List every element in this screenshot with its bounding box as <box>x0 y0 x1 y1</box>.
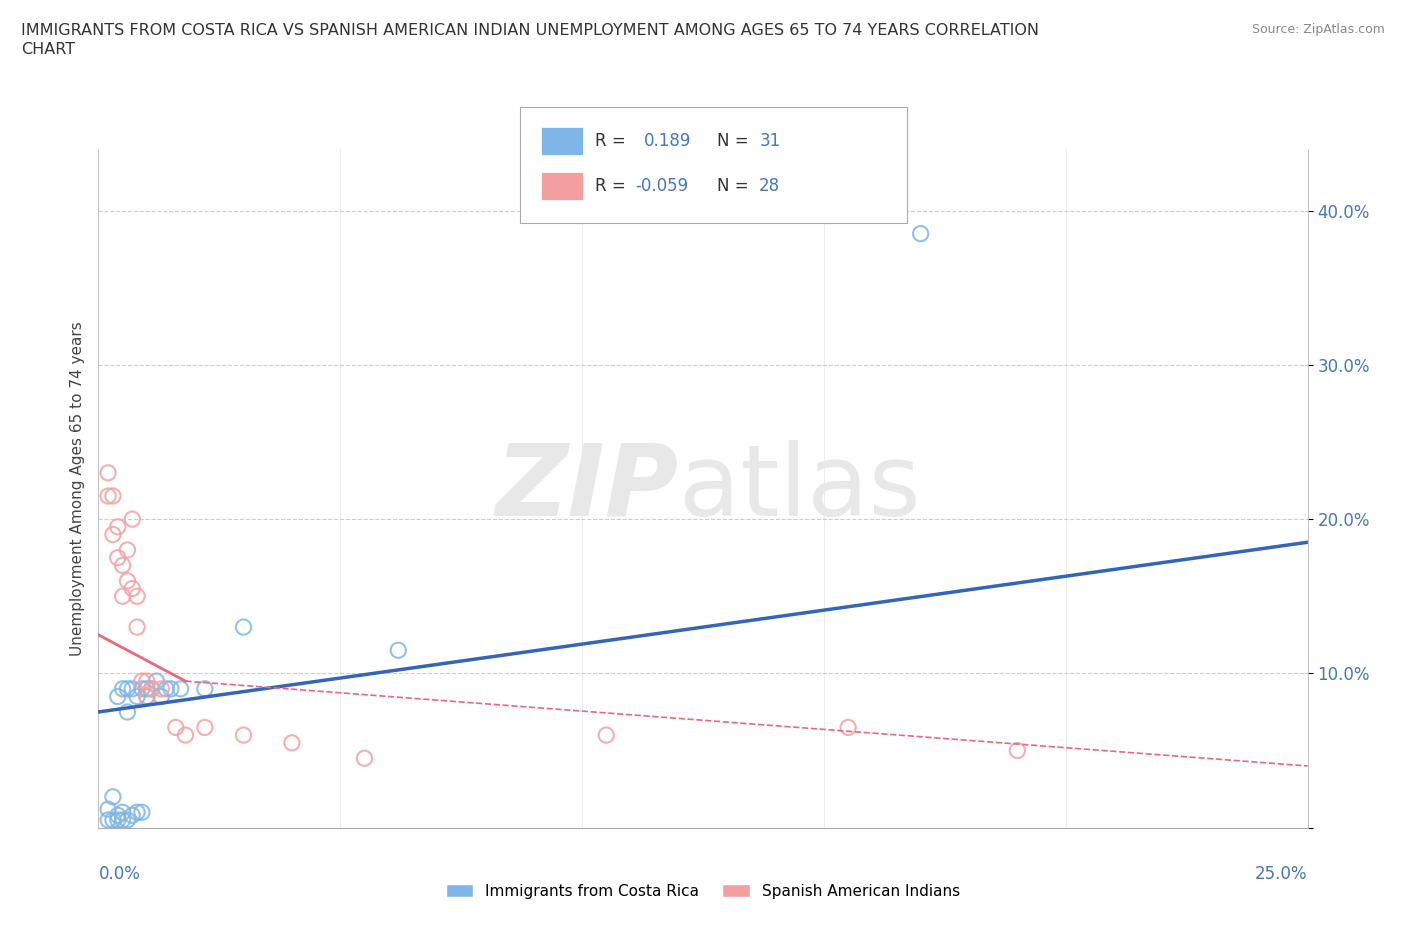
Point <box>97 813 120 828</box>
Text: ZIP: ZIP <box>496 440 679 537</box>
Point <box>117 705 139 720</box>
Point <box>127 589 149 604</box>
Point <box>155 682 177 697</box>
Point <box>111 682 134 697</box>
Point <box>101 488 124 503</box>
Point <box>107 689 129 704</box>
Text: CHART: CHART <box>21 42 75 57</box>
Point <box>127 689 149 704</box>
Point <box>111 589 134 604</box>
Point <box>131 682 153 697</box>
Point <box>910 226 932 241</box>
Text: IMMIGRANTS FROM COSTA RICA VS SPANISH AMERICAN INDIAN UNEMPLOYMENT AMONG AGES 65: IMMIGRANTS FROM COSTA RICA VS SPANISH AM… <box>21 23 1039 38</box>
Point <box>150 689 173 704</box>
Text: 25.0%: 25.0% <box>1256 865 1308 884</box>
Point <box>127 619 149 634</box>
Point <box>145 673 167 688</box>
Point <box>174 727 197 742</box>
Point <box>837 720 859 735</box>
Point <box>121 512 143 526</box>
Point <box>595 727 617 742</box>
Point <box>232 619 254 634</box>
Text: 31: 31 <box>759 132 780 151</box>
Point <box>150 682 173 697</box>
Point <box>135 689 157 704</box>
Point <box>169 682 191 697</box>
Text: N =: N = <box>717 132 748 151</box>
Text: 0.0%: 0.0% <box>98 865 141 884</box>
Point <box>101 527 124 542</box>
Point <box>135 673 157 688</box>
Point <box>131 673 153 688</box>
Point <box>117 542 139 557</box>
Point <box>117 682 139 697</box>
Point <box>1007 743 1029 758</box>
Text: R =: R = <box>595 177 626 195</box>
Point <box>165 720 187 735</box>
Legend: Immigrants from Costa Rica, Spanish American Indians: Immigrants from Costa Rica, Spanish Amer… <box>440 878 966 905</box>
Point <box>107 813 129 828</box>
Point <box>121 808 143 823</box>
Point <box>111 813 134 828</box>
Point <box>281 736 304 751</box>
Point <box>194 682 217 697</box>
Point <box>141 682 163 697</box>
Point <box>232 727 254 742</box>
Text: N =: N = <box>717 177 748 195</box>
Point <box>101 790 124 804</box>
Point <box>121 682 143 697</box>
Point <box>107 551 129 565</box>
Point <box>160 682 183 697</box>
Point <box>117 813 139 828</box>
Point <box>111 558 134 573</box>
Point <box>111 804 134 819</box>
Point <box>194 720 217 735</box>
Text: atlas: atlas <box>679 440 921 537</box>
Point <box>97 802 120 817</box>
Point <box>107 808 129 823</box>
Point <box>101 813 124 828</box>
Y-axis label: Unemployment Among Ages 65 to 74 years: Unemployment Among Ages 65 to 74 years <box>69 321 84 656</box>
Point <box>97 488 120 503</box>
Text: 28: 28 <box>759 177 780 195</box>
Text: -0.059: -0.059 <box>636 177 689 195</box>
Point <box>131 804 153 819</box>
Point <box>135 689 157 704</box>
Point <box>107 519 129 534</box>
Point <box>135 682 157 697</box>
Point <box>141 682 163 697</box>
Text: Source: ZipAtlas.com: Source: ZipAtlas.com <box>1251 23 1385 36</box>
Point <box>117 574 139 589</box>
Point <box>127 804 149 819</box>
Point <box>353 751 375 765</box>
Point <box>121 581 143 596</box>
Point <box>97 465 120 480</box>
Text: 0.189: 0.189 <box>644 132 692 151</box>
Text: R =: R = <box>595 132 626 151</box>
Point <box>387 643 409 658</box>
